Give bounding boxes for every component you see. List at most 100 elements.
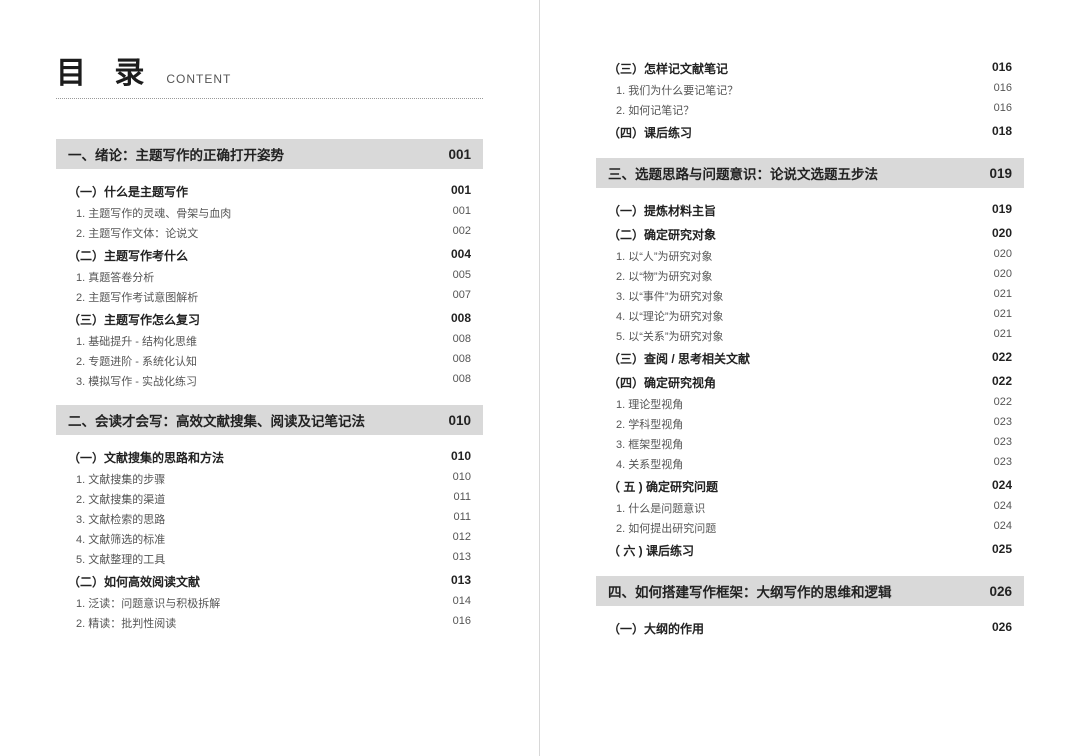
section-page: 008 bbox=[451, 311, 471, 328]
chapter-title: 一、绪论：主题写作的正确打开姿势 bbox=[68, 144, 284, 164]
section-page: 024 bbox=[992, 478, 1012, 495]
item-page: 007 bbox=[453, 289, 471, 305]
section-title: （二）主题写作考什么 bbox=[68, 247, 188, 264]
item-title: 3. 框架型视角 bbox=[616, 436, 683, 452]
item-page: 008 bbox=[453, 373, 471, 389]
section-row: （二）主题写作考什么 004 bbox=[56, 243, 483, 267]
section-page: 016 bbox=[992, 60, 1012, 77]
item-page: 010 bbox=[453, 471, 471, 487]
item-row: 1. 泛读：问题意识与积极拆解 014 bbox=[56, 593, 483, 613]
item-title: 2. 如何提出研究问题 bbox=[616, 520, 716, 536]
item-row: 2. 专题进阶 - 系统化认知 008 bbox=[56, 351, 483, 371]
item-page: 005 bbox=[453, 269, 471, 285]
page-spread: 目 录 CONTENT 一、绪论：主题写作的正确打开姿势001（一）什么是主题写… bbox=[0, 0, 1080, 756]
section-title: （四）课后练习 bbox=[608, 124, 692, 141]
section-title: （ 六 ) 课后练习 bbox=[608, 542, 694, 559]
chapter-row: 一、绪论：主题写作的正确打开姿势 001 bbox=[56, 139, 483, 169]
item-row: 1. 什么是问题意识 024 bbox=[596, 498, 1024, 518]
chapter-page: 001 bbox=[448, 147, 471, 162]
toc-header: 目 录 CONTENT bbox=[56, 48, 483, 92]
section-title: （一）提炼材料主旨 bbox=[608, 202, 716, 219]
item-title: 1. 什么是问题意识 bbox=[616, 500, 705, 516]
section-title: （三）查阅 / 思考相关文献 bbox=[608, 350, 750, 367]
item-row: 2. 主题写作考试意图解析007 bbox=[56, 287, 483, 307]
item-title: 4. 文献筛选的标准 bbox=[76, 531, 165, 547]
item-page: 023 bbox=[994, 436, 1012, 452]
section-row: （一）文献搜集的思路和方法 010 bbox=[56, 445, 483, 469]
item-page: 016 bbox=[994, 102, 1012, 118]
item-title: 5. 以“关系”为研究对象 bbox=[616, 328, 724, 344]
item-row: 2. 以“物”为研究对象 020 bbox=[596, 266, 1024, 286]
section-page: 010 bbox=[451, 449, 471, 466]
item-page: 012 bbox=[453, 531, 471, 547]
item-page: 024 bbox=[994, 500, 1012, 516]
section-page: 019 bbox=[992, 202, 1012, 219]
chapter-page: 019 bbox=[989, 166, 1012, 181]
item-title: 4. 以“理论”为研究对象 bbox=[616, 308, 724, 324]
item-page: 024 bbox=[994, 520, 1012, 536]
item-title: 2. 专题进阶 - 系统化认知 bbox=[76, 353, 197, 369]
chapter-row: 四、如何搭建写作框架：大纲写作的思维和逻辑026 bbox=[596, 576, 1024, 606]
item-title: 2. 精读：批判性阅读 bbox=[76, 615, 176, 631]
item-title: 2. 以“物”为研究对象 bbox=[616, 268, 713, 284]
section-title: （三）怎样记文献笔记 bbox=[608, 60, 728, 77]
chapter-title: 三、选题思路与问题意识：论说文选题五步法 bbox=[608, 163, 878, 183]
item-title: 3. 以“事件”为研究对象 bbox=[616, 288, 724, 304]
item-title: 3. 模拟写作 - 实战化练习 bbox=[76, 373, 197, 389]
item-row: 1. 文献搜集的步骤 010 bbox=[56, 469, 483, 489]
dotted-separator bbox=[56, 98, 483, 99]
item-row: 4. 关系型视角023 bbox=[596, 454, 1024, 474]
item-row: 3. 框架型视角 023 bbox=[596, 434, 1024, 454]
section-title: （三）主题写作怎么复习 bbox=[68, 311, 200, 328]
item-title: 1. 真题答卷分析 bbox=[76, 269, 154, 285]
section-row: （三）查阅 / 思考相关文献022 bbox=[596, 346, 1024, 370]
chapter-title: 二、会读才会写：高效文献搜集、阅读及记笔记法 bbox=[68, 410, 365, 430]
item-page: 008 bbox=[453, 333, 471, 349]
item-row: 3. 模拟写作 - 实战化练习 008 bbox=[56, 371, 483, 391]
item-row: 2. 精读：批判性阅读 016 bbox=[56, 613, 483, 633]
section-row: （三）怎样记文献笔记 016 bbox=[596, 56, 1024, 80]
left-toc-list: 一、绪论：主题写作的正确打开姿势001（一）什么是主题写作0011. 主题写作的… bbox=[56, 139, 483, 633]
section-title: （一）什么是主题写作 bbox=[68, 183, 188, 200]
item-row: 3. 文献检索的思路011 bbox=[56, 509, 483, 529]
item-row: 2. 如何提出研究问题 024 bbox=[596, 518, 1024, 538]
item-page: 014 bbox=[453, 595, 471, 611]
item-row: 1. 基础提升 - 结构化思维008 bbox=[56, 331, 483, 351]
item-page: 023 bbox=[994, 416, 1012, 432]
section-page: 004 bbox=[451, 247, 471, 264]
section-page: 001 bbox=[451, 183, 471, 200]
item-title: 1. 文献搜集的步骤 bbox=[76, 471, 165, 487]
section-row: （ 六 ) 课后练习025 bbox=[596, 538, 1024, 562]
item-title: 2. 如何记笔记？ bbox=[616, 102, 694, 118]
item-row: 2. 文献搜集的渠道011 bbox=[56, 489, 483, 509]
item-title: 1. 理论型视角 bbox=[616, 396, 683, 412]
section-row: （二）如何高效阅读文献013 bbox=[56, 569, 483, 593]
section-title: （四）确定研究视角 bbox=[608, 374, 716, 391]
section-page: 020 bbox=[992, 226, 1012, 243]
section-title: （二）确定研究对象 bbox=[608, 226, 716, 243]
item-row: 5. 文献整理的工具013 bbox=[56, 549, 483, 569]
item-title: 2. 学科型视角 bbox=[616, 416, 683, 432]
item-page: 011 bbox=[453, 511, 471, 527]
item-title: 2. 文献搜集的渠道 bbox=[76, 491, 165, 507]
chapter-page: 010 bbox=[448, 413, 471, 428]
item-page: 016 bbox=[453, 615, 471, 631]
right-toc-list: （三）怎样记文献笔记 016 1. 我们为什么要记笔记？ 016 2. 如何记笔记？ 01… bbox=[596, 56, 1024, 640]
section-page: 022 bbox=[992, 374, 1012, 391]
item-page: 016 bbox=[994, 82, 1012, 98]
item-page: 008 bbox=[453, 353, 471, 369]
item-title: 2. 主题写作文体：论说文 bbox=[76, 225, 198, 241]
item-page: 020 bbox=[994, 268, 1012, 284]
chapter-row: 二、会读才会写：高效文献搜集、阅读及记笔记法 010 bbox=[56, 405, 483, 435]
section-page: 013 bbox=[451, 573, 471, 590]
item-title: 1. 泛读：问题意识与积极拆解 bbox=[76, 595, 220, 611]
section-row: （一）什么是主题写作 001 bbox=[56, 179, 483, 203]
section-row: （四）确定研究视角 022 bbox=[596, 370, 1024, 394]
item-row: 1. 以“人”为研究对象020 bbox=[596, 246, 1024, 266]
item-title: 1. 我们为什么要记笔记？ bbox=[616, 82, 738, 98]
section-title: （一）文献搜集的思路和方法 bbox=[68, 449, 224, 466]
item-row: 1. 我们为什么要记笔记？ 016 bbox=[596, 80, 1024, 100]
item-row: 2. 主题写作文体：论说文002 bbox=[56, 223, 483, 243]
section-row: （二）确定研究对象 020 bbox=[596, 222, 1024, 246]
item-title: 4. 关系型视角 bbox=[616, 456, 683, 472]
